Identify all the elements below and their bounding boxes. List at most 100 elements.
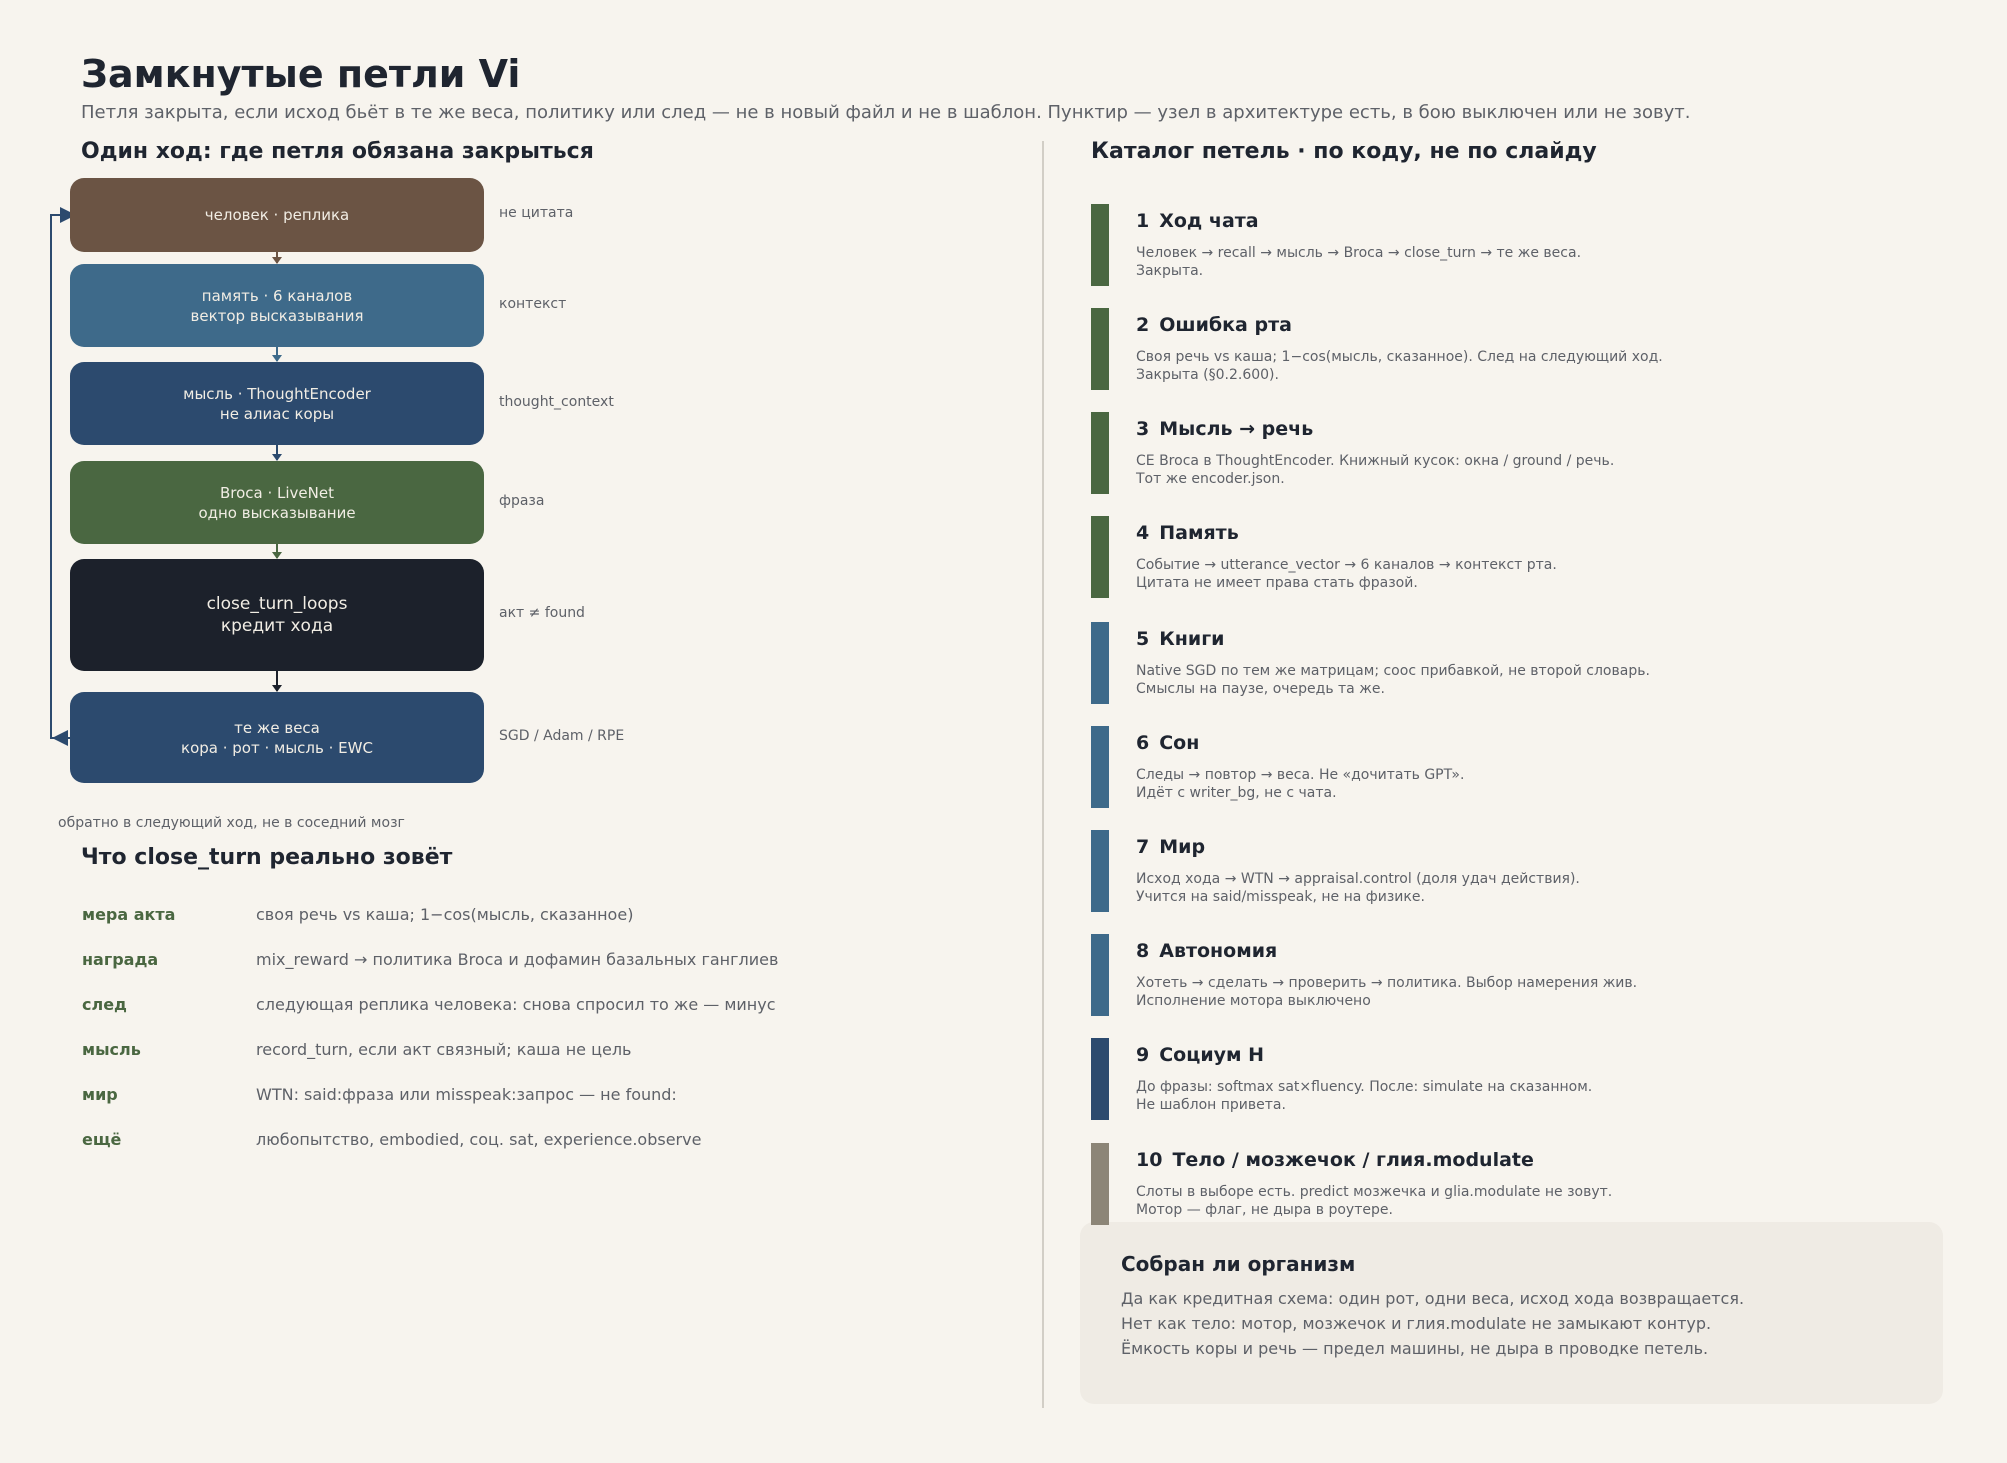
catalog-line: Хотеть → сделать → проверить → политика.… [1136, 975, 1638, 991]
flow-arrowhead [272, 454, 282, 461]
catalog-line: Native SGD по тем же матрицам; cooc приб… [1136, 663, 1650, 679]
catalog-bar [1091, 622, 1109, 704]
node-line: кредит хода [220, 616, 334, 636]
flow-arrowhead [272, 552, 282, 559]
catalog-title: 6 Сон [1136, 732, 1199, 754]
flow-node: Broca · LiveNet одно высказывание [70, 461, 484, 544]
catalog-line: До фразы: softmax sat×fluency. После: si… [1136, 1079, 1593, 1095]
catalog-line: Тот же encoder.json. [1136, 471, 1285, 487]
node-note: thought_context [499, 393, 614, 410]
call-label: мера акта [82, 905, 176, 924]
node-note: фраза [499, 492, 545, 509]
catalog-title: 7 Мир [1136, 836, 1205, 858]
catalog-num: 3 [1136, 418, 1150, 440]
catalog-num: 1 [1136, 210, 1150, 232]
catalog-title: 8 Автономия [1136, 940, 1277, 962]
catalog-line: Не шаблон привета. [1136, 1097, 1286, 1113]
catalog-bar [1091, 934, 1109, 1016]
catalog-bar [1091, 516, 1109, 598]
catalog-line: Цитата не имеет права стать фразой. [1136, 575, 1418, 591]
catalog-heading: Каталог петель · по коду, не по слайду [1091, 139, 1597, 164]
catalog-num: 9 [1136, 1044, 1150, 1066]
catalog-name: Автономия [1159, 940, 1278, 962]
catalog-bar [1091, 1038, 1109, 1120]
flow-node: те же веса кора · рот · мысль · EWC [70, 692, 484, 783]
catalog-num: 8 [1136, 940, 1150, 962]
catalog-num: 5 [1136, 628, 1150, 650]
node-note: акт ≠ found [499, 605, 585, 621]
catalog-name: Сон [1159, 732, 1200, 754]
node-line: одно высказывание [198, 503, 356, 522]
catalog-line: Смыслы на паузе, очередь та же. [1136, 681, 1385, 697]
call-text: mix_reward → политика Broca и дофамин ба… [256, 950, 779, 969]
catalog-title: 4 Память [1136, 522, 1239, 544]
catalog-line: Своя речь vs каша; 1−cos(мысль, сказанно… [1136, 349, 1663, 365]
node-line: память · 6 каналов [201, 286, 353, 305]
flow-arrowhead [272, 685, 282, 692]
title: Замкнутые петли Vi [81, 52, 521, 96]
flow-node: мысль · ThoughtEncoder не алиас коры [70, 362, 484, 445]
catalog-name: Тело / мозжечок / глия.modulate [1172, 1149, 1534, 1171]
catalog-line: Событие → utterance_vector → 6 каналов →… [1136, 557, 1557, 573]
call-text: WTN: said:фраза или misspeak:запрос — не… [256, 1085, 677, 1104]
catalog-title: 3 Мысль → речь [1136, 418, 1313, 440]
catalog-line: Слоты в выборе есть. predict мозжечка и … [1136, 1184, 1613, 1200]
node-line: не алиас коры [219, 404, 335, 423]
catalog-num: 2 [1136, 314, 1150, 336]
catalog-line: Мотор — флаг, не дыра в роутере. [1136, 1202, 1393, 1218]
catalog-title: 5 Книги [1136, 628, 1224, 650]
catalog-bar [1091, 204, 1109, 286]
call-label: мысль [82, 1040, 141, 1059]
catalog-name: Память [1159, 522, 1239, 544]
summary-line: Ёмкость коры и речь — предел машины, не … [1121, 1339, 1709, 1358]
catalog-line: Следы → повтор → веса. Не «дочитать GPT»… [1136, 767, 1465, 783]
catalog-name: Мир [1159, 836, 1206, 858]
call-label: мир [82, 1085, 118, 1104]
catalog-name: Социум H [1159, 1044, 1265, 1066]
flow-arrows [50, 207, 282, 746]
catalog-bar [1091, 830, 1109, 912]
node-note: контекст [499, 295, 567, 312]
node-line: кора · рот · мысль · EWC [181, 738, 373, 757]
call-label: след [82, 995, 127, 1014]
call-label: ещё [82, 1130, 122, 1149]
summary-line: Да как кредитная схема: один рот, одни в… [1121, 1289, 1745, 1308]
flow-heading: Один ход: где петля обязана закрыться [81, 139, 594, 164]
catalog-line: Исполнение мотора выключено [1136, 993, 1371, 1009]
catalog-name: Ошибка рта [1159, 314, 1292, 336]
return-note: обратно в следующий ход, не в соседний м… [58, 815, 405, 831]
catalog-num: 6 [1136, 732, 1150, 754]
catalog-title: 10 Тело / мозжечок / глия.modulate [1136, 1149, 1534, 1171]
catalog-bar [1091, 1143, 1109, 1225]
call-text: record_turn, если акт связный; каша не ц… [256, 1040, 632, 1059]
catalog-bar [1091, 412, 1109, 494]
catalog-title: 9 Социум H [1136, 1044, 1264, 1066]
catalog-name: Мысль → речь [1159, 418, 1314, 440]
flow-node: close_turn_loops кредит хода [70, 559, 484, 671]
summary-line: Нет как тело: мотор, мозжечок и глия.mod… [1121, 1314, 1712, 1333]
summary-box [1080, 1222, 1943, 1404]
summary-title: Собран ли организм [1121, 1252, 1356, 1276]
catalog-bar [1091, 726, 1109, 808]
call-text: своя речь vs каша; 1−cos(мысль, сказанно… [256, 905, 634, 924]
node-line: close_turn_loops [206, 594, 348, 614]
node-line: вектор высказывания [190, 306, 364, 325]
node-line: человек · реплика [204, 206, 350, 224]
divider [1042, 141, 1044, 1408]
node-line: мысль · ThoughtEncoder [183, 384, 371, 403]
catalog-line: Учится на said/misspeak, не на физике. [1136, 889, 1425, 905]
catalog-num: 7 [1136, 836, 1150, 858]
catalog-line: Закрыта. [1136, 263, 1204, 279]
catalog-name: Книги [1159, 628, 1225, 650]
catalog-title: 1 Ход чата [1136, 210, 1259, 232]
catalog-line: Человек → recall → мысль → Broca → close… [1136, 245, 1582, 261]
catalog-num: 10 [1136, 1149, 1163, 1171]
node-note: SGD / Adam / RPE [499, 727, 625, 744]
flow-node: человек · реплика [70, 178, 484, 252]
catalog-line: Исход хода → WTN → appraisal.control (до… [1136, 871, 1580, 887]
call-label: награда [82, 950, 159, 969]
flow-arrowhead [272, 355, 282, 362]
catalog-line: Закрыта (§0.2.600). [1136, 367, 1279, 383]
node-line: Broca · LiveNet [219, 483, 334, 502]
